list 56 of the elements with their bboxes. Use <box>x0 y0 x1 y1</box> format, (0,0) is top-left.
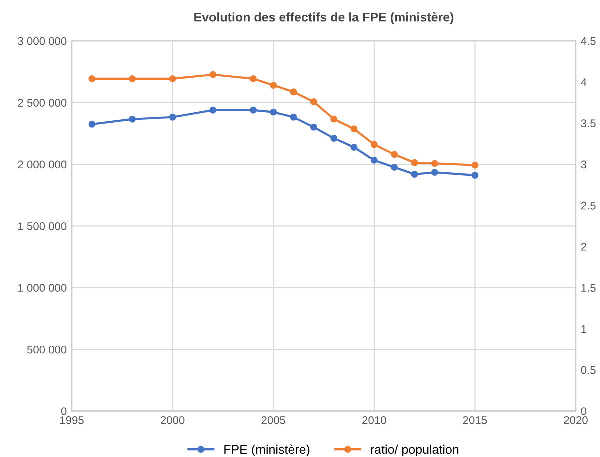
y2-tick-label: 2 <box>581 243 586 251</box>
point <box>88 120 96 128</box>
point <box>290 88 298 96</box>
y2-tick-label: 3.5 <box>581 120 596 128</box>
point <box>310 98 318 106</box>
point <box>350 126 358 133</box>
legend-label: FPE (ministère) <box>224 444 310 457</box>
point <box>250 106 257 114</box>
y-tick-label: 1 000 000 <box>18 284 67 292</box>
point <box>391 151 398 158</box>
x-tick-label: 2020 <box>564 416 588 424</box>
point <box>411 171 418 178</box>
point <box>370 156 378 164</box>
y-tick-label: 0 <box>61 408 67 416</box>
x-tick-label: 2015 <box>463 416 488 424</box>
point <box>472 172 479 179</box>
point <box>169 75 176 82</box>
point <box>431 160 438 168</box>
point <box>210 71 217 78</box>
point <box>250 75 257 82</box>
point <box>330 116 338 123</box>
legend-label: ratio/ population <box>371 444 459 457</box>
x-tick-label: 2005 <box>262 416 286 424</box>
point <box>88 75 96 82</box>
y2-tick-label: 3 <box>581 160 587 169</box>
point <box>350 144 358 151</box>
point <box>270 108 278 116</box>
x-tick-label: 2000 <box>161 416 185 424</box>
point <box>431 169 438 176</box>
y2-tick-label: 0.5 <box>581 366 596 374</box>
x-tick-label: 2010 <box>362 416 386 424</box>
point <box>472 162 479 169</box>
point <box>129 75 136 82</box>
point <box>310 124 318 131</box>
chart-title: Evolution des effectifs de la FPE (ministère) <box>194 12 454 24</box>
y-tick-label: 3 000 000 <box>18 37 67 46</box>
point <box>210 106 217 114</box>
point <box>169 114 176 121</box>
point <box>330 135 338 142</box>
point <box>370 141 378 148</box>
point <box>129 116 136 123</box>
point <box>290 114 298 121</box>
y-tick-label: 500 000 <box>27 346 67 354</box>
point <box>270 82 278 90</box>
y-tick-label: 2 000 000 <box>18 160 67 169</box>
y2-tick-label: 4.5 <box>581 38 596 46</box>
y-tick-label: 2 500 000 <box>18 99 67 107</box>
point <box>411 159 418 166</box>
y2-tick-label: 0 <box>581 408 587 416</box>
x-tick-label: 1995 <box>60 416 84 424</box>
y2-tick-label: 1.5 <box>582 284 596 292</box>
y2-tick-label: 4 <box>581 78 587 86</box>
y2-tick-label: 1 <box>582 325 586 334</box>
point <box>391 164 398 171</box>
y-tick-label: 1 500 000 <box>18 222 67 230</box>
y2-tick-label: 2.5 <box>581 202 596 210</box>
